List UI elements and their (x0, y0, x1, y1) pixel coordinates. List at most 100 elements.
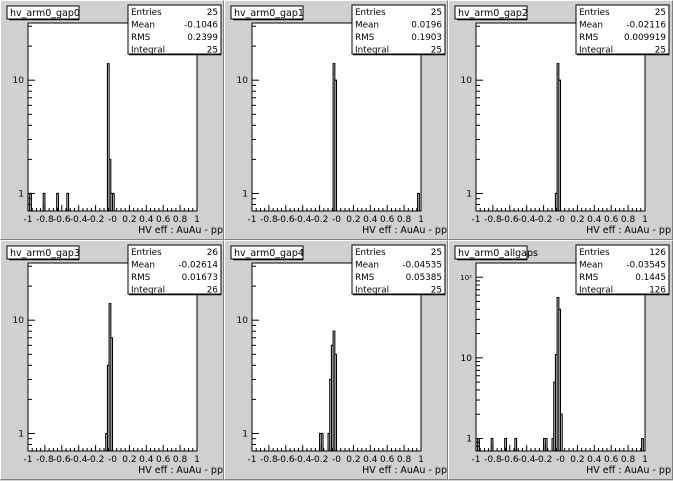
x-tick-label: 1 (642, 215, 648, 225)
y-tick-label: 1 (18, 429, 24, 439)
x-axis-label: HV eff : AuAu - pp (138, 225, 223, 236)
stats-box-frame (351, 244, 446, 295)
stats-box-frame (575, 244, 670, 295)
x-axis-label: HV eff : AuAu - pp (138, 465, 223, 476)
stats-label-integral: Integral (579, 46, 613, 56)
stats-label-mean: Mean (355, 261, 379, 271)
x-tick-label: -0.6 (53, 215, 71, 225)
stats-value-rms: 0.01673 (182, 273, 218, 283)
x-tick-label: 0.2 (346, 215, 360, 225)
stats-value-entries: 25 (431, 8, 442, 18)
stats-value-entries: 25 (207, 8, 218, 18)
x-tick-label: 0.4 (139, 215, 154, 225)
stats-label-mean: Mean (131, 21, 155, 31)
histogram-title-text: hv_arm0_gap1 (234, 8, 304, 19)
x-tick-label: -0.4 (294, 455, 312, 465)
histogram-title-text: hv_arm0_gap2 (458, 8, 528, 19)
histogram-bars (27, 63, 115, 211)
x-tick-label: -1 (248, 215, 257, 225)
stats-box: Entries 26 Mean -0.02614 RMS 0.01673 Integral 2… (127, 244, 222, 296)
x-tick-label: -0 (332, 455, 341, 465)
x-tick-label: -0.8 (484, 455, 502, 465)
x-tick-label: 0.2 (346, 455, 360, 465)
y-tick-label: 10² (460, 274, 472, 282)
x-tick-label: -0.2 (87, 455, 105, 465)
x-tick-label: 0.8 (397, 215, 412, 225)
stats-value-entries: 25 (431, 248, 442, 258)
stats-value-mean: -0.02116 (626, 21, 666, 31)
stats-value-integral: 25 (431, 46, 442, 56)
x-tick-label: 0.8 (397, 455, 412, 465)
x-tick-label: -0.8 (36, 455, 54, 465)
stats-label-rms: RMS (579, 33, 599, 43)
stats-box: Entries 25 Mean -0.1046 RMS 0.2399 Integral 25 (127, 4, 222, 56)
stats-label-mean: Mean (355, 21, 379, 31)
stats-value-entries: 26 (207, 248, 219, 258)
x-tick-label: -0 (108, 215, 117, 225)
x-tick-label: -0.6 (53, 455, 71, 465)
x-tick-label: -0.6 (501, 215, 519, 225)
stats-value-entries: 126 (649, 248, 666, 258)
y-tick-label: 10 (13, 316, 25, 326)
histogram-svg: -1 -0.8 -0.6 -0.4 -0.2 -0 0.2 0.4 0.6 0.8 1 1 10 hv_a… (6, 4, 223, 236)
histogram-pad: -1 -0.8 -0.6 -0.4 -0.2 -0 0.2 0.4 0.6 0.8 1 1 10 hv_a… (0, 240, 224, 480)
stats-box: Entries 126 Mean -0.03545 RMS 0.1445 Integral 1… (575, 244, 670, 296)
x-tick-label: -0.8 (260, 455, 278, 465)
histogram-title-text: hv_arm0_gap3 (10, 248, 80, 259)
y-tick-label: 10 (237, 76, 249, 86)
x-tick-label: 1 (642, 455, 648, 465)
stats-value-entries: 25 (655, 8, 666, 18)
histogram-title: hv_arm0_gap4 (230, 245, 304, 261)
stats-label-rms: RMS (131, 33, 151, 43)
histogram-title-text: hv_arm0_gap4 (234, 248, 304, 259)
stats-value-integral: 26 (207, 286, 219, 296)
stats-value-rms: 0.1445 (635, 273, 666, 283)
y-tick-label: 1 (18, 189, 24, 199)
histogram-svg: -1 -0.8 -0.6 -0.4 -0.2 -0 0.2 0.4 0.6 0.8 1 1 10 hv_a… (454, 4, 671, 236)
x-tick-label: -0.4 (70, 215, 88, 225)
x-tick-label: 0.2 (570, 215, 584, 225)
x-tick-label: -0 (108, 455, 117, 465)
histogram-title: hv_arm0_gap0 (6, 5, 80, 21)
x-tick-label: 0.6 (604, 215, 619, 225)
y-tick-label: 1 (466, 435, 472, 445)
x-tick-label: 0.4 (587, 215, 602, 225)
stats-label-mean: Mean (579, 21, 603, 31)
stats-box-frame (127, 244, 222, 295)
stats-label-rms: RMS (131, 273, 151, 283)
x-tick-label: 0.4 (363, 455, 378, 465)
y-tick-label: 10 (461, 354, 473, 364)
x-tick-label: 1 (418, 455, 424, 465)
histogram-bars (319, 330, 338, 451)
x-tick-label: -0 (332, 215, 341, 225)
x-axis-label: HV eff : AuAu - pp (586, 225, 671, 236)
stats-label-entries: Entries (131, 8, 162, 18)
stats-box: Entries 25 Mean -0.02116 RMS 0.009919 Integral… (575, 4, 670, 56)
x-tick-label: -0.8 (36, 215, 54, 225)
x-tick-label: 0.6 (380, 215, 395, 225)
x-tick-label: 0.4 (139, 455, 154, 465)
y-tick-label: 10 (461, 76, 473, 86)
x-tick-label: -0.6 (501, 455, 519, 465)
stats-box-frame (351, 4, 446, 55)
x-tick-label: -0.4 (70, 455, 88, 465)
histogram-svg: -1 -0.8 -0.6 -0.4 -0.2 -0 0.2 0.4 0.6 0.8 1 1 10 10² h… (454, 244, 671, 476)
x-tick-label: -0.2 (535, 215, 553, 225)
stats-label-integral: Integral (355, 286, 389, 296)
x-tick-label: -0.2 (311, 215, 329, 225)
x-tick-label: -1 (24, 455, 33, 465)
stats-label-entries: Entries (579, 8, 610, 18)
x-tick-label: 0.6 (156, 455, 171, 465)
x-tick-label: -0.8 (484, 215, 502, 225)
stats-value-mean: -0.02614 (178, 261, 218, 271)
x-tick-label: -0 (556, 215, 565, 225)
x-tick-label: 0.8 (173, 455, 188, 465)
x-tick-label: 0.4 (363, 215, 378, 225)
x-tick-label: -1 (24, 215, 33, 225)
stats-value-rms: 0.05385 (406, 273, 442, 283)
stats-label-rms: RMS (579, 273, 599, 283)
stats-label-integral: Integral (131, 286, 165, 296)
histogram-title: hv_arm0_gap3 (6, 245, 80, 261)
x-axis-label: HV eff : AuAu - pp (362, 465, 447, 476)
